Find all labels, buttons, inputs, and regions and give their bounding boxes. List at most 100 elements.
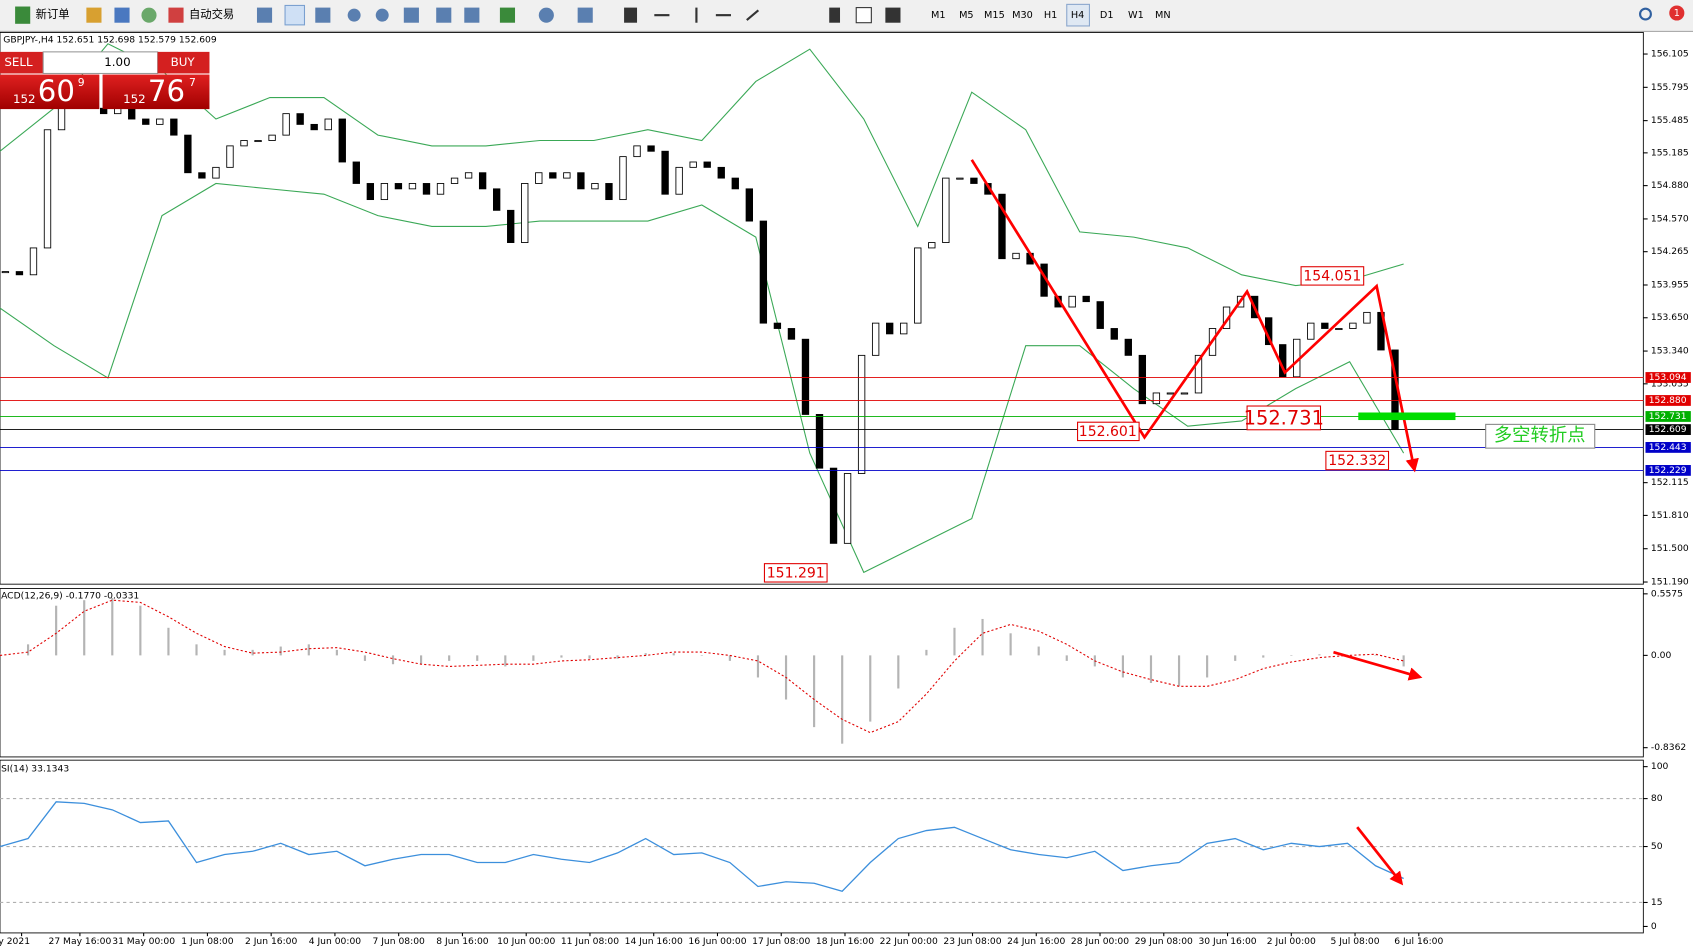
timeframe-button[interactable]: M30 <box>1012 10 1033 21</box>
annotation-box <box>1300 266 1365 286</box>
candle <box>843 473 852 544</box>
upper-band <box>0 43 1404 287</box>
candle <box>352 161 360 184</box>
macd-bar <box>1234 655 1237 661</box>
periods-icon[interactable] <box>538 7 554 23</box>
x-tick-label: 24 Jun 16:00 <box>1007 936 1065 947</box>
candle <box>1152 392 1161 405</box>
candle <box>871 322 880 356</box>
candle <box>787 328 796 340</box>
auto-trading-button[interactable]: 自动交易 <box>189 7 234 21</box>
candle <box>815 414 824 469</box>
new-order-button[interactable]: 新订单 <box>36 7 70 21</box>
macd-bar <box>1065 655 1068 661</box>
candle <box>1082 295 1090 303</box>
y-tick-label: 152.115 <box>1651 477 1689 488</box>
timeframe-button[interactable]: H1 <box>1044 10 1057 21</box>
toolbar-icons <box>256 4 901 26</box>
macd-bar <box>55 605 58 656</box>
hline-icon[interactable] <box>715 14 731 17</box>
new-order-icon[interactable] <box>15 6 31 24</box>
ask-box[interactable] <box>102 74 210 110</box>
zoom-in-icon[interactable] <box>347 8 361 22</box>
trendline-icon[interactable] <box>746 9 760 21</box>
symbol-info: GBPJPY-,H4 152.651 152.698 152.579 152.6… <box>3 34 217 45</box>
x-tick-label: 27 May 16:00 <box>49 936 112 947</box>
candle <box>1180 392 1189 395</box>
macd-bar <box>700 655 703 656</box>
crosshair-icon[interactable] <box>654 14 670 17</box>
candle <box>240 140 248 147</box>
candle <box>661 150 669 195</box>
candle <box>282 113 290 136</box>
x-tick-label: 2 Jun 16:00 <box>245 936 298 947</box>
timeframe-button[interactable]: M5 <box>959 10 974 21</box>
timeframe-button[interactable]: W1 <box>1128 10 1144 21</box>
macd-bar <box>1206 655 1209 678</box>
macd-bar <box>925 649 928 656</box>
macd-bar <box>83 600 86 656</box>
timeframe-button[interactable]: M15 <box>984 10 1005 21</box>
x-tick-label: 17 Jun 08:00 <box>752 936 810 947</box>
search-icon[interactable] <box>1639 7 1652 21</box>
autoscroll-icon[interactable] <box>436 7 452 23</box>
candle <box>773 322 782 329</box>
candle-chart-icon[interactable] <box>284 4 306 26</box>
cursor-icon[interactable] <box>624 7 638 23</box>
candle <box>128 107 136 120</box>
timeframes: M1 M5 M15 M30 H1 H4 D1 W1 MN <box>931 10 1171 21</box>
ask-big: 152 <box>123 92 146 106</box>
toolbar-icon[interactable] <box>141 7 157 23</box>
candle <box>717 166 725 179</box>
toolbar-icon[interactable] <box>114 7 130 23</box>
bid-box[interactable] <box>0 74 100 110</box>
candle <box>801 338 810 415</box>
candle <box>1138 354 1147 405</box>
candle <box>296 113 304 125</box>
label-icon[interactable] <box>855 7 872 24</box>
y-tick-label: 0.00 <box>1651 650 1672 661</box>
bar-chart-icon[interactable] <box>256 7 273 23</box>
text-icon[interactable] <box>829 7 841 23</box>
candle <box>142 118 150 125</box>
candle <box>689 161 697 168</box>
tile-icon[interactable] <box>403 7 419 23</box>
candle <box>366 183 375 201</box>
macd-bar <box>1262 655 1265 658</box>
y-tick-label: 100 <box>1651 761 1669 772</box>
timeframe-button[interactable]: M1 <box>931 10 946 21</box>
toolbar-icon[interactable] <box>86 7 102 23</box>
note-box <box>1485 423 1596 449</box>
drawings: 152.601 152.731 154.051 152.332 151.291 … <box>763 159 1596 886</box>
price-tag <box>1645 424 1691 435</box>
price-tag <box>1645 411 1691 422</box>
rsi-arrow <box>1356 826 1404 886</box>
ask-main: 76 <box>148 74 185 108</box>
timeframe-button[interactable]: MN <box>1155 10 1171 21</box>
timeframe-button[interactable]: H4 <box>1071 10 1084 21</box>
macd-bar <box>1037 646 1040 656</box>
shift-icon[interactable] <box>464 7 480 23</box>
candle <box>886 322 894 335</box>
candle <box>226 145 234 168</box>
candle <box>1068 295 1076 308</box>
zoom-out-icon[interactable] <box>375 8 389 22</box>
auto-trading-icon[interactable] <box>168 7 184 23</box>
candle <box>324 118 332 131</box>
candle <box>198 172 206 179</box>
line-chart-icon[interactable] <box>315 7 331 23</box>
indicators-icon[interactable] <box>499 7 516 23</box>
y-tick-label: 153.955 <box>1651 279 1689 290</box>
macd-bar <box>1177 655 1181 687</box>
candle <box>1321 322 1329 329</box>
volume-input[interactable] <box>42 51 159 75</box>
arrows-icon[interactable] <box>885 7 901 23</box>
templates-icon[interactable] <box>577 7 593 23</box>
buy-button[interactable] <box>157 51 210 74</box>
candle <box>857 354 866 474</box>
toolbar <box>0 0 1693 32</box>
notification-badge[interactable] <box>1669 5 1685 21</box>
timeframe-button[interactable]: D1 <box>1100 10 1114 21</box>
vline-icon[interactable] <box>695 7 698 23</box>
sell-button[interactable] <box>0 51 44 74</box>
